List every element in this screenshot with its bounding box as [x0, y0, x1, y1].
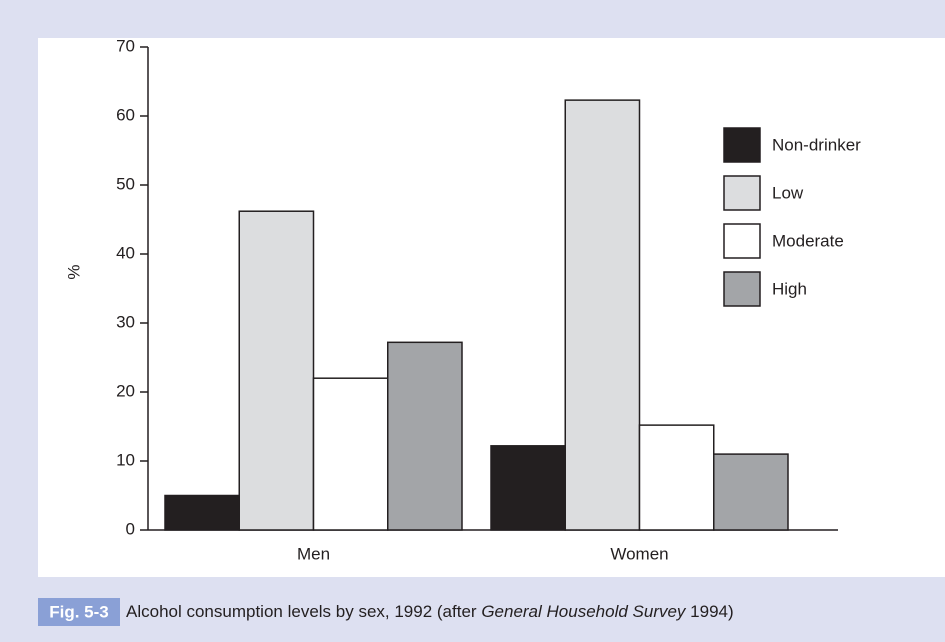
- legend-label: Non-drinker: [772, 135, 861, 154]
- caption-text: Alcohol consumption levels by sex, 1992 …: [126, 602, 481, 621]
- x-tick-label: Women: [610, 544, 668, 563]
- y-tick-label: 40: [116, 243, 135, 262]
- bar: [387, 341, 463, 531]
- bar: [164, 494, 240, 531]
- y-tick-label: 50: [116, 174, 135, 193]
- figure-label: Fig. 5-3: [49, 602, 109, 621]
- x-tick-label: Men: [297, 544, 330, 563]
- bar: [312, 377, 389, 531]
- legend-label: High: [772, 279, 807, 298]
- y-tick-label: 20: [116, 381, 135, 400]
- bar: [564, 99, 641, 531]
- y-tick-label: 70: [116, 36, 135, 55]
- figure-label-box: [38, 598, 120, 626]
- bar: [713, 453, 789, 531]
- bar: [238, 210, 315, 531]
- caption: Alcohol consumption levels by sex, 1992 …: [126, 602, 734, 621]
- y-tick-label: 60: [116, 105, 135, 124]
- bar: [638, 424, 715, 531]
- y-axis-label: %: [64, 264, 83, 279]
- y-tick-label: 0: [126, 519, 135, 538]
- legend-swatch: [723, 271, 761, 307]
- legend-label: Moderate: [772, 231, 844, 250]
- y-tick-label: 10: [116, 450, 135, 469]
- caption-source: General Household Survey: [481, 602, 687, 621]
- legend-swatch: [723, 175, 761, 211]
- legend-swatch: [723, 223, 761, 259]
- bar: [490, 445, 566, 531]
- y-tick-label: 30: [116, 312, 135, 331]
- legend-label: Low: [772, 183, 804, 202]
- caption-year: 1994): [685, 602, 733, 621]
- legend-swatch: [723, 127, 761, 163]
